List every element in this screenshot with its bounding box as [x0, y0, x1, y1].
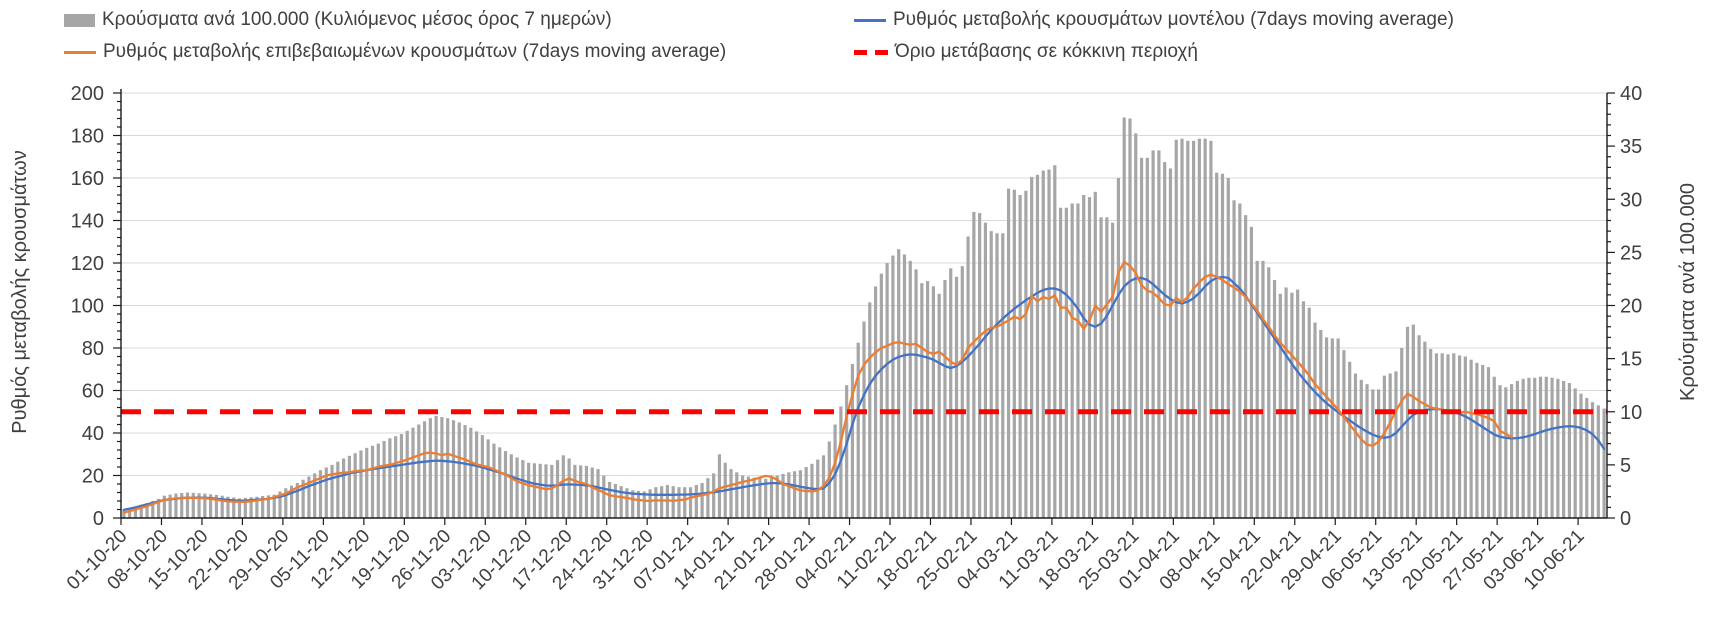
legend-item-model-rate: Ρυθμός μεταβολής κρουσμάτων μοντέλου (7d… — [854, 8, 1454, 32]
legend-orange-line-swatch-icon — [64, 50, 96, 54]
svg-text:140: 140 — [71, 211, 104, 233]
svg-text:160: 160 — [71, 168, 104, 190]
legend-item-red-zone-threshold: Όριο μετάβασης σε κόκκινη περιοχή — [854, 40, 1198, 64]
svg-text:80: 80 — [82, 338, 104, 360]
svg-text:Κρούσματα ανά 100.000: Κρούσματα ανά 100.000 — [1677, 183, 1699, 401]
legend-bar-swatch-icon — [64, 13, 95, 27]
legend-label-model-rate: Ρυθμός μεταβολής κρουσμάτων μοντέλου (7d… — [893, 9, 1454, 30]
legend-label-cases-per-100k: Κρούσματα ανά 100.000 (Κυλιόμενος μέσος … — [102, 9, 612, 30]
svg-text:10: 10 — [1620, 402, 1642, 424]
svg-text:Ρυθμός μεταβολής κρουσμάτων: Ρυθμός μεταβολής κρουσμάτων — [9, 150, 31, 434]
gridlines — [121, 92, 1607, 476]
svg-text:60: 60 — [82, 381, 104, 403]
svg-text:20: 20 — [1620, 296, 1642, 318]
svg-text:200: 200 — [71, 83, 104, 105]
legend-label-red-zone-threshold: Όριο μετάβασης σε κόκκινη περιοχή — [895, 41, 1198, 62]
svg-text:15: 15 — [1620, 349, 1642, 371]
bars-cases-per-100k — [122, 117, 1606, 519]
svg-text:100: 100 — [71, 296, 104, 318]
svg-text:30: 30 — [1620, 189, 1642, 211]
legend-label-confirmed-rate: Ρυθμός μεταβολής επιβεβαιωμένων κρουσμάτ… — [103, 41, 727, 62]
legend-blue-line-swatch-icon — [854, 18, 886, 22]
svg-text:20: 20 — [82, 466, 104, 488]
y-right-tick-labels: 0 5 10 15 20 25 30 35 40 — [1620, 83, 1642, 530]
svg-text:40: 40 — [82, 423, 104, 445]
svg-text:0: 0 — [93, 508, 104, 530]
legend-item-confirmed-rate: Ρυθμός μεταβολής επιβεβαιωμένων κρουσμάτ… — [64, 40, 726, 64]
x-axis-date-labels: 01-10-2008-10-2015-10-2022-10-2029-10-20… — [63, 526, 1589, 595]
svg-text:0: 0 — [1620, 508, 1631, 530]
svg-text:40: 40 — [1620, 83, 1642, 105]
svg-text:35: 35 — [1620, 136, 1642, 158]
y-left-tick-labels: 0 20 40 60 80 100 120 140 160 180 200 — [71, 83, 104, 530]
legend-item-cases-per-100k: Κρούσματα ανά 100.000 (Κυλιόμενος μέσος … — [64, 8, 612, 32]
svg-text:25: 25 — [1620, 242, 1642, 264]
svg-text:5: 5 — [1620, 455, 1631, 477]
legend-red-dash-swatch-icon — [854, 49, 888, 55]
axes — [113, 89, 1615, 525]
svg-text:180: 180 — [71, 126, 104, 148]
axis-titles: Ρυθμός μεταβολής κρουσμάτων Κρούσματα ανά… — [9, 150, 1699, 434]
line-confirmed-rate — [122, 260, 1513, 514]
svg-text:120: 120 — [71, 253, 104, 275]
